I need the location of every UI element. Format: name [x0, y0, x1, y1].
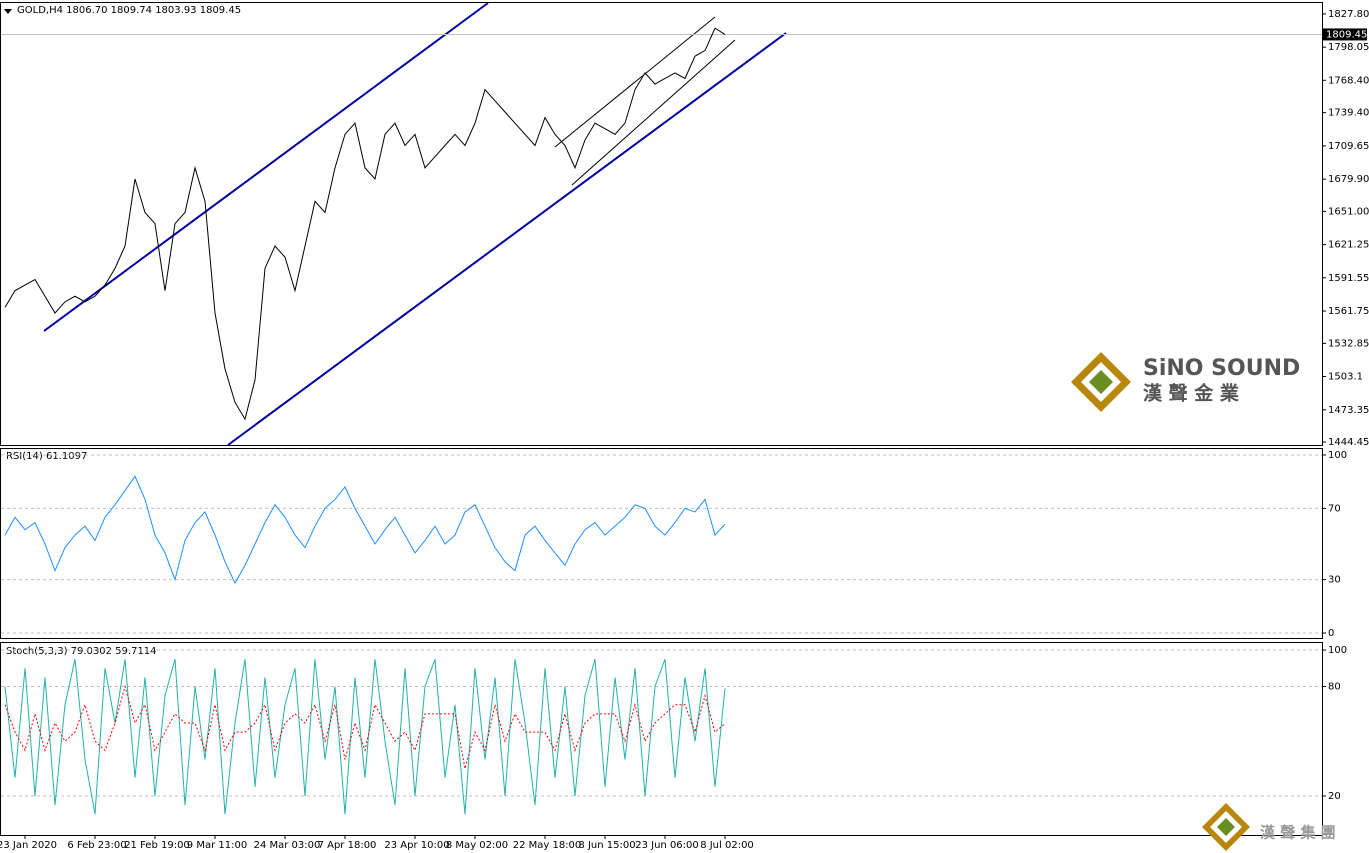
trendline: [571, 39, 736, 186]
y-tick-label: 1621.25: [1328, 240, 1369, 251]
y-tick-label: 30: [1328, 575, 1341, 586]
footer-logo: [1202, 803, 1250, 851]
x-tick-label: 8 May 02:00: [446, 840, 508, 851]
y-tick-label: 1827.80: [1328, 9, 1369, 20]
x-tick-label: 23 Jun 06:00: [635, 840, 699, 851]
x-tick-label: 23 Apr 10:00: [384, 840, 449, 851]
y-tick-label: 70: [1328, 503, 1341, 514]
last-price-box: [1323, 28, 1367, 41]
y-tick-label: 20: [1328, 791, 1341, 802]
y-tick-label: 1561.75: [1328, 306, 1369, 317]
stoch-title: Stoch(5,3,3) 79.0302 59.7114: [6, 646, 157, 657]
x-tick-label: 24 Mar 03:00: [254, 840, 321, 851]
stoch-panel: [0, 642, 1323, 836]
x-tick-label: 6 Feb 23:00: [67, 840, 126, 851]
series-line: [4, 684, 726, 769]
y-tick-label: 1768.40: [1328, 75, 1369, 86]
chart-title: GOLD,H4 1806.70 1809.74 1803.93 1809.45: [17, 5, 241, 16]
trendline: [227, 32, 787, 446]
series-line: [4, 475, 726, 585]
y-tick-label: 1739.40: [1328, 108, 1369, 119]
x-tick-label: 8 Jul 02:00: [700, 840, 754, 851]
y-tick-label: 1503.1: [1328, 372, 1363, 383]
last-price-label: 1809.45: [1326, 29, 1367, 40]
y-tick-label: 1651.00: [1328, 206, 1369, 217]
y-tick-label: 100: [1328, 450, 1347, 461]
series-line: [4, 658, 726, 815]
logo: [1071, 352, 1131, 412]
y-tick-label: 1679.90: [1328, 174, 1369, 185]
x-tick-label: 21 Feb 19:00: [124, 840, 190, 851]
brand-chinese: 漢 聲 金 業: [1143, 382, 1240, 405]
y-tick-label: 1798.05: [1328, 42, 1369, 53]
trendline: [43, 2, 489, 332]
footer-brand: 漢 聲 集 團: [1260, 824, 1336, 842]
y-tick-label: 80: [1328, 682, 1341, 693]
menu-arrow[interactable]: [4, 9, 12, 14]
brand-name: SiNO SOUND: [1143, 356, 1300, 381]
y-tick-label: 1709.65: [1328, 141, 1369, 152]
x-tick-label: 7 Apr 18:00: [318, 840, 377, 851]
y-tick-label: 1532.85: [1328, 338, 1369, 349]
x-tick-label: 8 Jun 15:00: [578, 840, 635, 851]
y-tick-label: 1473.35: [1328, 405, 1369, 416]
trendline: [554, 16, 716, 148]
y-tick-label: 0: [1328, 628, 1334, 639]
y-tick-label: 100: [1328, 645, 1347, 656]
x-tick-label: 23 Jan 2020: [0, 840, 57, 851]
series-line: [4, 27, 726, 421]
x-tick-label: 9 Mar 11:00: [187, 840, 247, 851]
rsi-panel: [0, 448, 1323, 639]
y-tick-label: 1444.45: [1328, 437, 1369, 448]
x-tick-label: 22 May 18:00: [513, 840, 582, 851]
rsi-title: RSI(14) 61.1097: [6, 451, 87, 462]
y-tick-label: 1591.55: [1328, 273, 1369, 284]
